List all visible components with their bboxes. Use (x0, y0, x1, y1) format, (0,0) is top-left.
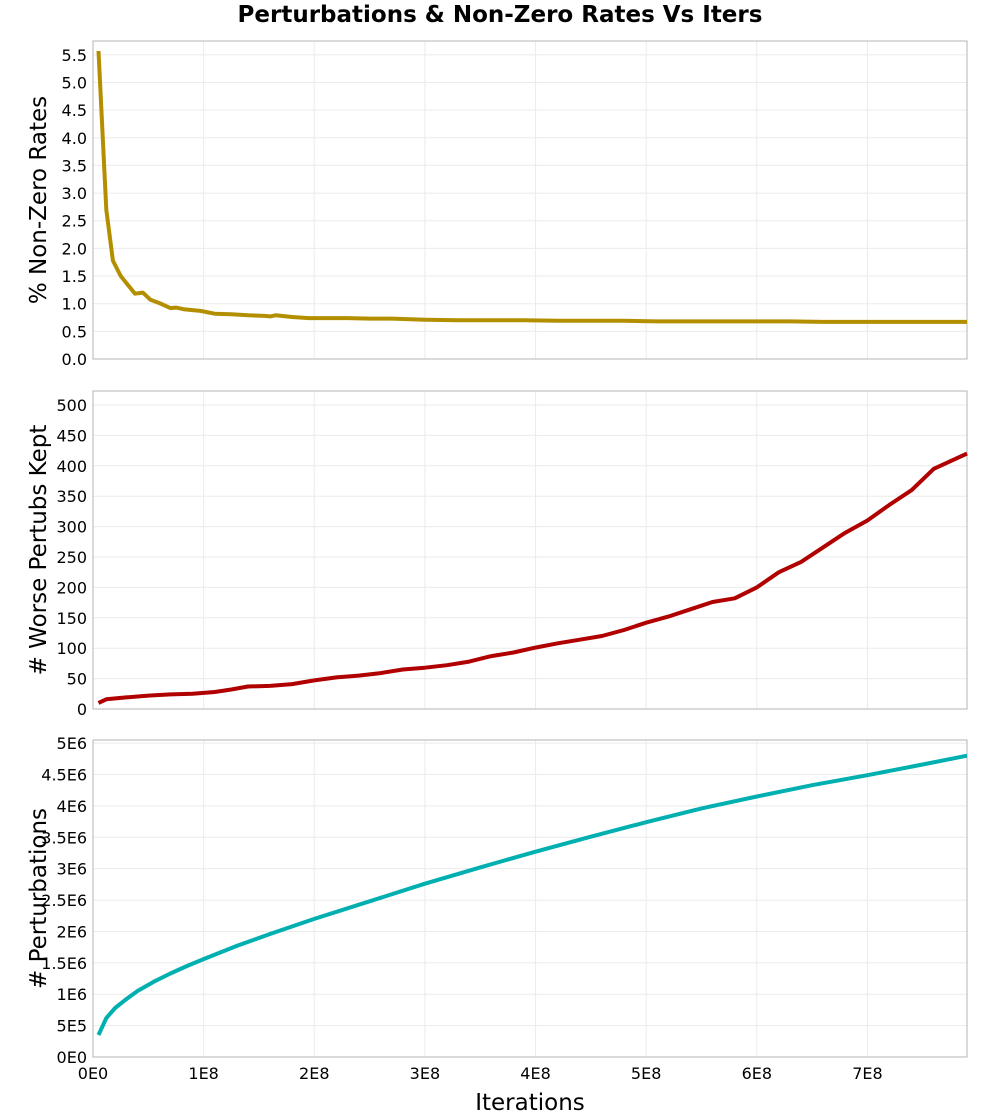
y-tick-label: 5.0 (62, 73, 87, 92)
y-tick-label: 400 (56, 457, 87, 476)
panel-nonzero-rates: 0.0 0.5 1.0 1.5 2.0 2.5 3.0 3.5 4.0 4.5 5.0 5.5 % No… (26, 40, 968, 369)
y-tick-label: 4.0 (62, 129, 87, 148)
y-tick-label: 2.5E6 (41, 891, 87, 910)
y-tick-label: 150 (56, 609, 87, 628)
panel-worse-perturbs-kept: 0 50 100 150 200 250 300 350 400 450 500# Worse Pe… (26, 390, 968, 719)
y-tick-label: 3.5E6 (41, 828, 87, 847)
y-tick-label: 1.0 (62, 295, 87, 314)
y-tick-label: 4.5E6 (41, 766, 87, 785)
plot-border (92, 40, 968, 360)
y-tick-label: 5E6 (57, 734, 87, 753)
x-axis-label: Iterations (475, 1090, 585, 1116)
plot-border (92, 390, 968, 710)
y-axis-label: # Worse Pertubs Kept (26, 425, 52, 676)
x-tick-label: 0E0 (78, 1064, 108, 1083)
y-tick-label: 300 (56, 518, 87, 537)
x-tick-label: 7E8 (852, 1064, 882, 1083)
chart-title: Perturbations & Non-Zero Rates Vs Iters (237, 2, 763, 28)
y-tick-label: 2.0 (62, 239, 87, 258)
x-axis: 0E0 1E8 2E8 3E8 4E8 5E8 6E8 7E8 Iterations (78, 1064, 883, 1116)
data-series-line (97, 451, 968, 705)
y-tick-label: 0 (77, 700, 87, 719)
y-tick-label: 500 (56, 396, 87, 415)
x-tick-label: 4E8 (520, 1064, 550, 1083)
y-tick-label: 1.5 (62, 267, 87, 286)
y-tick-label: 50 (67, 670, 87, 689)
y-tick-label: 1E6 (57, 985, 87, 1004)
plot-area (93, 391, 967, 709)
y-tick-label: 1.5E6 (41, 954, 87, 973)
y-tick-label: 350 (56, 487, 87, 506)
y-tick-label: 0.5 (62, 322, 87, 341)
plot-area (93, 41, 967, 359)
y-tick-label: 4.5 (62, 101, 87, 120)
y-tick-label: 3.5 (62, 156, 87, 175)
y-tick-label: 0E0 (57, 1048, 87, 1067)
y-tick-label: 3.0 (62, 184, 87, 203)
plot-border (92, 739, 968, 1058)
x-tick-label: 5E8 (631, 1064, 661, 1083)
y-tick-label: 2.5 (62, 212, 87, 231)
x-tick-label: 1E8 (188, 1064, 218, 1083)
data-series-line (96, 753, 968, 1036)
y-tick-label: 450 (56, 426, 87, 445)
y-tick-label: 0.0 (62, 350, 87, 369)
y-tick-label: 3E6 (57, 860, 87, 879)
y-axis-label: % Non-Zero Rates (26, 96, 52, 304)
y-tick-label: 2E6 (57, 922, 87, 941)
data-series-line (96, 50, 967, 324)
y-tick-label: 4E6 (57, 797, 87, 816)
y-tick-label: 200 (56, 578, 87, 597)
x-tick-label: 6E8 (742, 1064, 772, 1083)
y-tick-label: 100 (56, 639, 87, 658)
y-tick-label: 250 (56, 548, 87, 567)
x-tick-label: 3E8 (410, 1064, 440, 1083)
plot-area (93, 740, 967, 1057)
y-tick-label: 5.5 (62, 46, 87, 65)
y-axis-label: # Perturbations (26, 808, 52, 989)
y-tick-label: 5E5 (57, 1017, 87, 1036)
panel-perturbations: 0E0 5E5 1E6 1.5E6 2E6 2.5E6 3E6 3.5E6 4E6 4.5E6 5E… (26, 734, 968, 1067)
x-tick-label: 2E8 (299, 1064, 329, 1083)
